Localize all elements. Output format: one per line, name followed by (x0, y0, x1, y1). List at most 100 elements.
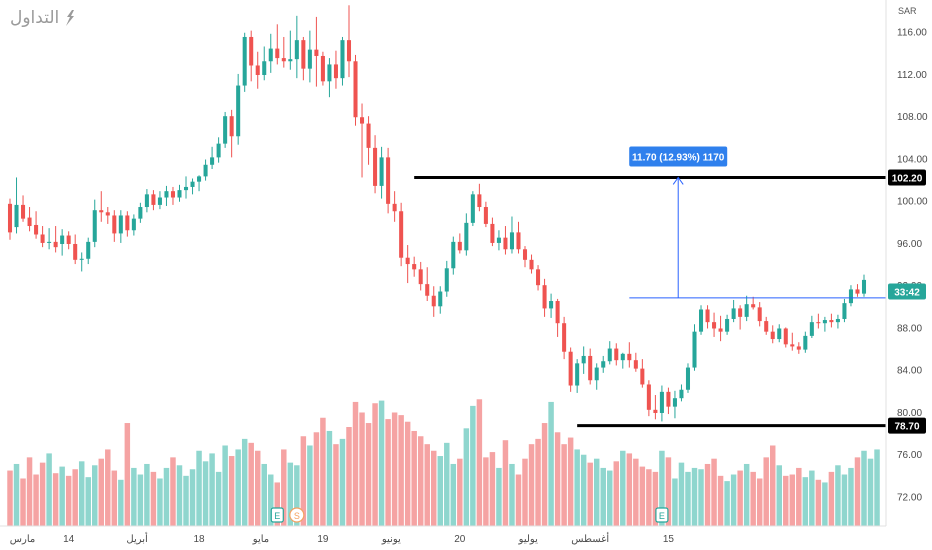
y-tick-label: 108.00 (897, 112, 928, 123)
candle-body (301, 40, 306, 69)
candle-body (549, 301, 554, 309)
candle-body (529, 259, 534, 270)
candle-body (777, 328, 782, 340)
candle (620, 352, 625, 369)
candle-body (366, 123, 371, 148)
event-marker[interactable]: S (289, 507, 305, 523)
candle (131, 214, 136, 236)
candle-body (601, 361, 606, 368)
candle-body (496, 237, 501, 243)
volume-bar (724, 481, 730, 526)
candle-body (275, 48, 280, 59)
candle-body (353, 61, 358, 118)
candle (464, 213, 469, 256)
candle (549, 293, 554, 318)
volume-bar (92, 465, 98, 526)
volume-bar (313, 432, 320, 526)
candle (425, 267, 430, 302)
candle (14, 177, 19, 234)
candle-body (281, 58, 286, 62)
volume-bar (561, 444, 567, 526)
event-marker-shape (655, 507, 669, 523)
candle-body (542, 285, 547, 309)
volume-bar (763, 457, 769, 526)
candle (353, 54, 358, 126)
candle (568, 347, 573, 392)
volume-bar (365, 423, 372, 526)
candle-body (770, 331, 775, 340)
candle-body (627, 353, 632, 361)
candle-body (242, 36, 247, 86)
candle-body (640, 368, 645, 385)
candle-body (712, 322, 717, 329)
candle (60, 229, 65, 256)
candle (301, 36, 306, 81)
volume-bar (665, 457, 672, 526)
candle (444, 260, 449, 297)
candle-body (679, 389, 684, 399)
volume-bar (124, 423, 131, 526)
volume-bar (691, 467, 698, 526)
candle (594, 363, 599, 390)
volume-bar (424, 444, 430, 526)
candle-body (164, 191, 169, 198)
candle-body (236, 85, 241, 137)
candle-body (581, 355, 586, 364)
volume-bar (65, 475, 72, 526)
volume-bar (548, 401, 554, 526)
candle-body (503, 237, 508, 250)
candle (562, 316, 567, 360)
candle-body (177, 190, 182, 198)
candle-body (144, 194, 149, 208)
measure-arrowhead (672, 176, 684, 185)
candle-body (27, 217, 32, 227)
candle-body (66, 235, 71, 244)
candle (203, 159, 208, 181)
candle-body (118, 215, 123, 234)
candle-body (809, 322, 814, 336)
candle (607, 341, 612, 365)
candle-body (718, 328, 723, 332)
volume-bar (756, 478, 763, 526)
volume-bar (541, 423, 548, 526)
volume-bar (444, 442, 450, 526)
event-marker[interactable]: E (270, 507, 284, 523)
measure-label: 11.70 (12.93%) 1170 (629, 146, 728, 167)
candle (483, 201, 488, 228)
candle (457, 233, 462, 254)
volume-bar (189, 469, 196, 526)
volume-bar (339, 438, 346, 526)
event-marker[interactable]: E (655, 507, 669, 523)
candle-body (744, 304, 749, 317)
volume-bar (476, 399, 483, 526)
candle-body (47, 241, 52, 243)
tadawul-logo-icon (66, 10, 75, 26)
candle-body (360, 117, 365, 124)
brand-name: التداول (10, 8, 60, 28)
volume-bar (522, 458, 528, 526)
candle-body (614, 348, 619, 361)
event-marker-shape (270, 507, 284, 523)
candle-body (125, 215, 130, 231)
candle-body (451, 241, 456, 269)
candle (288, 30, 293, 70)
candle-body (112, 215, 117, 234)
candle-body (796, 346, 801, 350)
volume-bar (437, 456, 443, 526)
candle (21, 195, 26, 222)
volume-bar (170, 457, 176, 526)
candle-body (555, 301, 560, 324)
candle (255, 51, 260, 89)
x-tick-label: يونيو (381, 534, 401, 545)
candle (157, 191, 162, 210)
volume-bar (241, 438, 248, 526)
candle-body (822, 320, 827, 324)
candle-body (829, 320, 834, 323)
volume-bar (835, 465, 841, 526)
candle (640, 359, 645, 388)
candle (327, 58, 332, 98)
candle-body (53, 241, 58, 248)
volume-bar (828, 471, 835, 526)
volume-bar (502, 440, 509, 526)
